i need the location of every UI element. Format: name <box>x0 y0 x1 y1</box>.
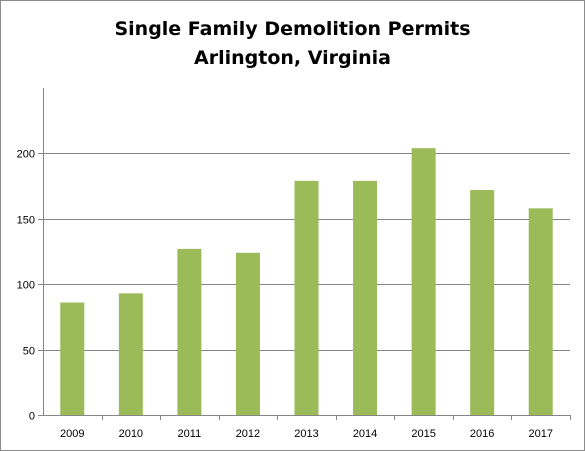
y-tick-label-0: 0 <box>29 411 35 423</box>
x-tick-label-2015: 2015 <box>411 428 435 440</box>
bar-2017 <box>528 208 553 415</box>
bar-2016 <box>470 190 495 415</box>
y-tick-label-100: 100 <box>17 280 35 292</box>
y-tick-label-200: 200 <box>17 149 35 161</box>
x-tick-label-2011: 2011 <box>178 428 202 440</box>
bar-2009 <box>60 302 85 415</box>
x-tick-label-2013: 2013 <box>294 428 318 440</box>
bar-2014 <box>353 180 378 415</box>
y-tick-label-50: 50 <box>23 346 35 358</box>
bar-2015 <box>411 148 436 415</box>
x-tick-label-2014: 2014 <box>353 428 377 440</box>
x-tick-label-2016: 2016 <box>470 428 494 440</box>
x-tick-label-2009: 2009 <box>60 428 84 440</box>
x-tick-label-2012: 2012 <box>236 428 260 440</box>
bar-2010 <box>118 293 143 415</box>
bar-2012 <box>235 252 260 415</box>
x-tick-label-2010: 2010 <box>119 428 143 440</box>
y-tick-label-150: 150 <box>17 215 35 227</box>
chart-title-block: Single Family Demolition Permits Arlingt… <box>1 15 584 73</box>
chart-title: Single Family Demolition Permits <box>114 18 471 40</box>
bar-2013 <box>294 180 319 415</box>
x-tick-label-2017: 2017 <box>528 428 552 440</box>
chart-subtitle: Arlington, Virginia <box>194 47 391 69</box>
bar-2011 <box>177 248 202 415</box>
